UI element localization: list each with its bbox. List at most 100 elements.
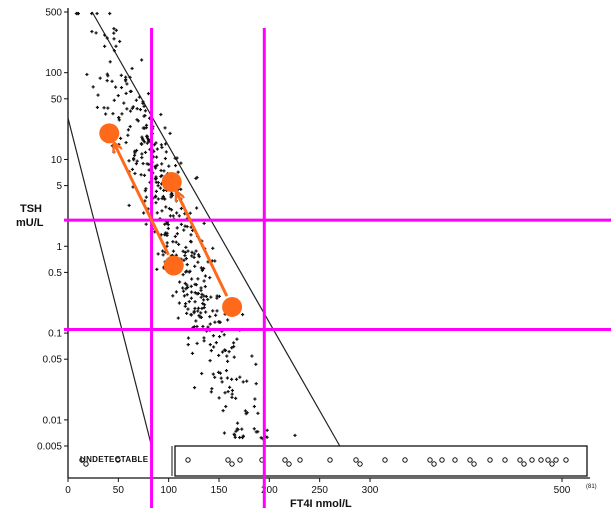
data-point bbox=[200, 306, 204, 311]
data-point bbox=[215, 309, 219, 313]
data-point bbox=[155, 163, 159, 167]
data-point bbox=[163, 222, 167, 226]
data-point bbox=[211, 309, 215, 313]
data-point bbox=[183, 250, 187, 255]
data-point bbox=[217, 320, 221, 324]
data-point bbox=[171, 240, 175, 244]
data-point bbox=[130, 66, 134, 71]
data-point bbox=[189, 312, 193, 317]
data-point bbox=[171, 294, 175, 298]
data-point bbox=[213, 375, 217, 379]
data-point bbox=[117, 142, 121, 147]
data-point bbox=[139, 173, 143, 177]
data-point bbox=[155, 267, 159, 271]
data-point bbox=[183, 253, 187, 258]
data-point bbox=[134, 162, 138, 166]
data-point bbox=[256, 411, 260, 415]
data-point bbox=[201, 298, 206, 302]
highlighted-point bbox=[222, 296, 243, 317]
x-tick-label: 200 bbox=[261, 485, 278, 496]
data-point bbox=[166, 223, 170, 227]
y-tick-label: 0.05 bbox=[43, 355, 63, 366]
data-point bbox=[230, 388, 235, 393]
undetectable-point bbox=[529, 457, 535, 463]
data-point bbox=[127, 159, 131, 163]
data-point bbox=[226, 389, 230, 394]
data-point bbox=[211, 345, 216, 349]
data-point bbox=[140, 142, 144, 146]
y-tick-label: 500 bbox=[45, 8, 62, 19]
data-point bbox=[208, 322, 212, 326]
data-point bbox=[202, 336, 206, 340]
data-point bbox=[173, 163, 178, 168]
corner-note: (81) bbox=[586, 484, 597, 490]
data-point bbox=[106, 106, 110, 110]
data-point bbox=[132, 158, 136, 162]
data-point bbox=[163, 142, 168, 146]
data-point bbox=[95, 105, 100, 110]
data-point bbox=[183, 281, 187, 286]
data-point bbox=[201, 324, 205, 329]
data-point bbox=[135, 159, 139, 163]
undetectable-point bbox=[487, 457, 493, 463]
data-point bbox=[114, 28, 118, 32]
data-point bbox=[76, 11, 81, 16]
undetectable-point bbox=[502, 457, 508, 463]
data-point bbox=[196, 309, 200, 313]
data-point bbox=[259, 436, 263, 440]
data-point bbox=[202, 221, 206, 225]
data-point bbox=[133, 171, 137, 176]
data-point bbox=[184, 256, 188, 261]
data-point bbox=[103, 112, 108, 116]
undetectable-point bbox=[229, 461, 235, 467]
data-point bbox=[141, 161, 145, 166]
data-point bbox=[143, 150, 148, 155]
data-point bbox=[230, 392, 234, 396]
data-point bbox=[159, 168, 163, 173]
data-point bbox=[169, 208, 174, 212]
data-point bbox=[112, 49, 117, 53]
data-point bbox=[210, 387, 214, 391]
data-point bbox=[112, 31, 116, 35]
data-point bbox=[118, 136, 123, 140]
data-point bbox=[220, 350, 225, 354]
data-point bbox=[140, 152, 144, 156]
highlight-arrow bbox=[177, 193, 229, 297]
undetectable-point bbox=[225, 457, 231, 463]
data-point bbox=[144, 123, 149, 127]
data-point bbox=[145, 162, 149, 166]
x-tick-label: 300 bbox=[362, 485, 379, 496]
undetectable-point bbox=[115, 457, 121, 463]
undetectable-band: UNDETECTABLE bbox=[79, 445, 588, 477]
data-point bbox=[179, 206, 183, 211]
x-axis-title: FT4I nmol/L bbox=[290, 498, 352, 510]
data-point bbox=[165, 241, 169, 245]
data-point bbox=[173, 234, 177, 239]
highlighted-point bbox=[99, 123, 120, 144]
data-point bbox=[153, 195, 158, 199]
x-tick-label: 50 bbox=[113, 485, 125, 496]
data-point bbox=[192, 386, 197, 390]
data-point bbox=[200, 292, 204, 296]
y-tick-label: 50 bbox=[51, 94, 63, 105]
axis-titles: FT4I nmol/L TSH mU/L (81) bbox=[16, 203, 597, 510]
y-tick-label: 100 bbox=[45, 68, 62, 79]
data-point bbox=[102, 106, 106, 110]
undetectable-point bbox=[237, 457, 243, 463]
data-point bbox=[234, 377, 239, 381]
data-point bbox=[187, 299, 191, 304]
data-point bbox=[163, 156, 168, 161]
data-point bbox=[222, 333, 226, 337]
data-point bbox=[175, 232, 179, 236]
data-point bbox=[234, 396, 238, 400]
data-point bbox=[141, 101, 145, 106]
data-point bbox=[117, 116, 121, 120]
data-point bbox=[183, 302, 188, 306]
data-point bbox=[137, 95, 142, 99]
data-point bbox=[216, 370, 221, 374]
data-point bbox=[142, 126, 147, 130]
data-point bbox=[254, 430, 258, 434]
data-point bbox=[241, 434, 245, 438]
data-point bbox=[174, 199, 178, 203]
data-point bbox=[127, 203, 131, 208]
